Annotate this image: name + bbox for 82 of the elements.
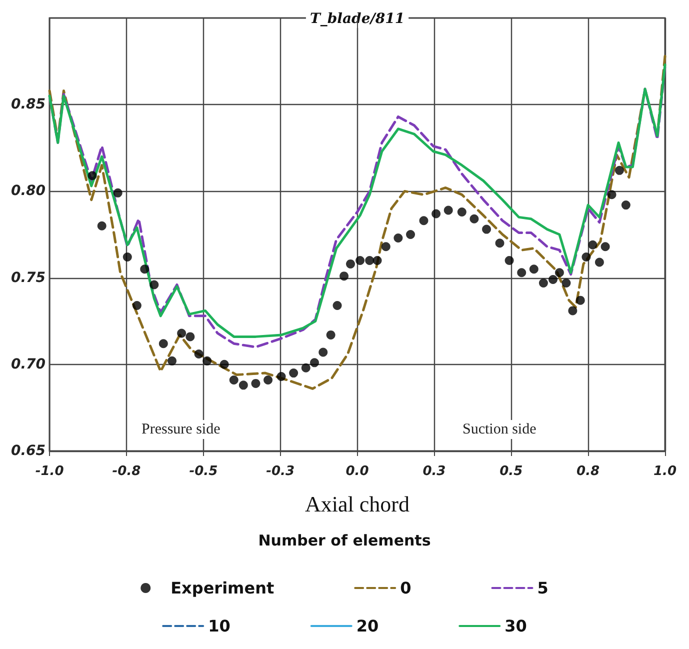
point (194, 350, 204, 359)
point (432, 209, 441, 218)
point (186, 332, 195, 342)
point (276, 372, 286, 382)
point (97, 221, 106, 230)
x-tick-label: 0.8 (576, 464, 600, 479)
point (318, 348, 328, 357)
point (614, 166, 624, 175)
x-tick-label: 0.5 (500, 464, 523, 479)
y-tick-label: 0.65 (10, 443, 46, 459)
point (122, 252, 132, 262)
point (554, 268, 564, 278)
point (470, 214, 479, 224)
point (113, 188, 122, 198)
point (177, 328, 186, 338)
point (594, 258, 604, 267)
point (381, 242, 390, 252)
point (168, 356, 177, 366)
point (504, 256, 514, 265)
line-series (48, 54, 666, 390)
legend-title: Number of elements (258, 532, 431, 550)
point (251, 378, 260, 388)
y-tick-label: 0.75 (10, 270, 46, 286)
point (229, 375, 238, 384)
point (562, 278, 571, 288)
x-tick-label: 1.0 (653, 464, 677, 479)
point (346, 259, 355, 268)
point (310, 358, 319, 368)
y-tick-label: 0.80 (10, 183, 46, 200)
point (444, 206, 453, 215)
point (301, 363, 310, 372)
annotation: Pressure side (142, 422, 221, 438)
legend-label: Experiment (170, 578, 274, 598)
point (406, 230, 416, 239)
legend-label: 10 (208, 616, 230, 636)
point (576, 296, 585, 305)
x-tick-label: 0.0 (346, 464, 369, 479)
point (482, 224, 492, 234)
point (419, 216, 428, 226)
x-axis-title: Axial chord (305, 492, 410, 516)
point (548, 275, 558, 284)
x-tick-label: -0.5 (189, 464, 218, 479)
point (372, 256, 382, 265)
annotation: Suction side (462, 422, 537, 438)
point (568, 306, 578, 316)
x-tick-label: 0.3 (422, 464, 446, 479)
point (356, 256, 365, 265)
point (457, 207, 466, 216)
point (158, 339, 168, 348)
point (289, 368, 298, 378)
point (132, 301, 142, 310)
point (607, 190, 616, 200)
y-tick-label: 0.85 (10, 96, 46, 113)
point (517, 268, 526, 278)
legend-label: 30 (504, 616, 527, 636)
point (588, 240, 598, 250)
point (582, 252, 591, 262)
point (326, 330, 336, 340)
point (529, 264, 538, 274)
x-tick-label: -1.0 (35, 464, 64, 479)
point (621, 200, 630, 210)
point (88, 171, 97, 180)
y-tick-label: 0.70 (10, 356, 46, 372)
y-axis-title: T_blade/811 (310, 11, 405, 27)
point (340, 272, 349, 281)
point (394, 233, 403, 242)
point (140, 264, 150, 274)
point (220, 360, 229, 369)
x-tick-label: -0.8 (112, 464, 141, 479)
point (264, 375, 273, 384)
legend-label: 0 (400, 578, 412, 598)
point (538, 278, 548, 288)
point (238, 380, 248, 390)
x-tick-label: -0.3 (266, 464, 295, 479)
point (365, 256, 374, 265)
point (202, 356, 212, 366)
point (600, 242, 610, 252)
legend-label: 5 (537, 578, 548, 598)
point (332, 301, 342, 310)
point (495, 238, 504, 248)
point (150, 280, 159, 290)
legend-label: 20 (356, 616, 379, 636)
